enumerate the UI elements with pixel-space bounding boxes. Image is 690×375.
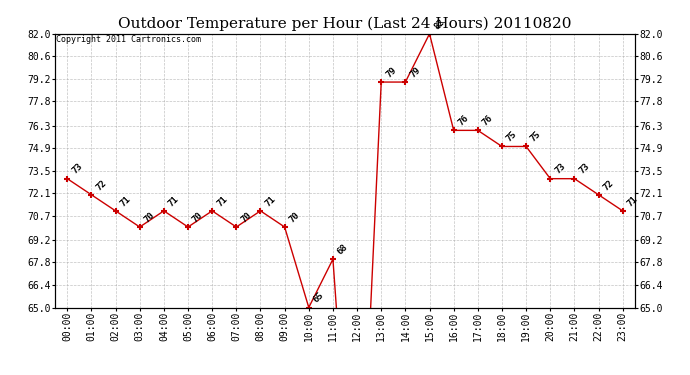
Text: 70: 70 [143, 210, 157, 224]
Text: 73: 73 [578, 162, 591, 176]
Text: 75: 75 [505, 130, 519, 144]
Text: 71: 71 [264, 194, 277, 208]
Text: Copyright 2011 Cartronics.com: Copyright 2011 Cartronics.com [57, 35, 201, 44]
Text: 79: 79 [408, 65, 422, 79]
Title: Outdoor Temperature per Hour (Last 24 Hours) 20110820: Outdoor Temperature per Hour (Last 24 Ho… [118, 17, 572, 31]
Text: 76: 76 [481, 114, 495, 128]
Text: 47: 47 [0, 374, 1, 375]
Text: 65: 65 [312, 291, 326, 305]
Text: 71: 71 [215, 194, 229, 208]
Text: 82: 82 [433, 17, 446, 31]
Text: 70: 70 [191, 210, 205, 224]
Text: 71: 71 [626, 194, 640, 208]
Text: 72: 72 [602, 178, 615, 192]
Text: 73: 73 [553, 162, 567, 176]
Text: 75: 75 [529, 130, 543, 144]
Text: 71: 71 [119, 194, 132, 208]
Text: 70: 70 [288, 210, 302, 224]
Text: 68: 68 [336, 243, 350, 256]
Text: 71: 71 [167, 194, 181, 208]
Text: 76: 76 [457, 114, 471, 128]
Text: 70: 70 [239, 210, 253, 224]
Text: 79: 79 [384, 65, 398, 79]
Text: 73: 73 [70, 162, 84, 176]
Text: 72: 72 [95, 178, 108, 192]
